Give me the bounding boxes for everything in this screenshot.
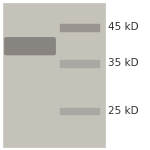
Bar bbox=[3, 3, 105, 147]
Bar bbox=[60, 24, 99, 32]
Bar bbox=[60, 60, 99, 67]
Bar bbox=[60, 108, 99, 114]
Text: 35 kD: 35 kD bbox=[108, 58, 139, 69]
Text: 45 kD: 45 kD bbox=[108, 22, 139, 33]
FancyBboxPatch shape bbox=[5, 38, 55, 55]
Text: 25 kD: 25 kD bbox=[108, 106, 139, 116]
